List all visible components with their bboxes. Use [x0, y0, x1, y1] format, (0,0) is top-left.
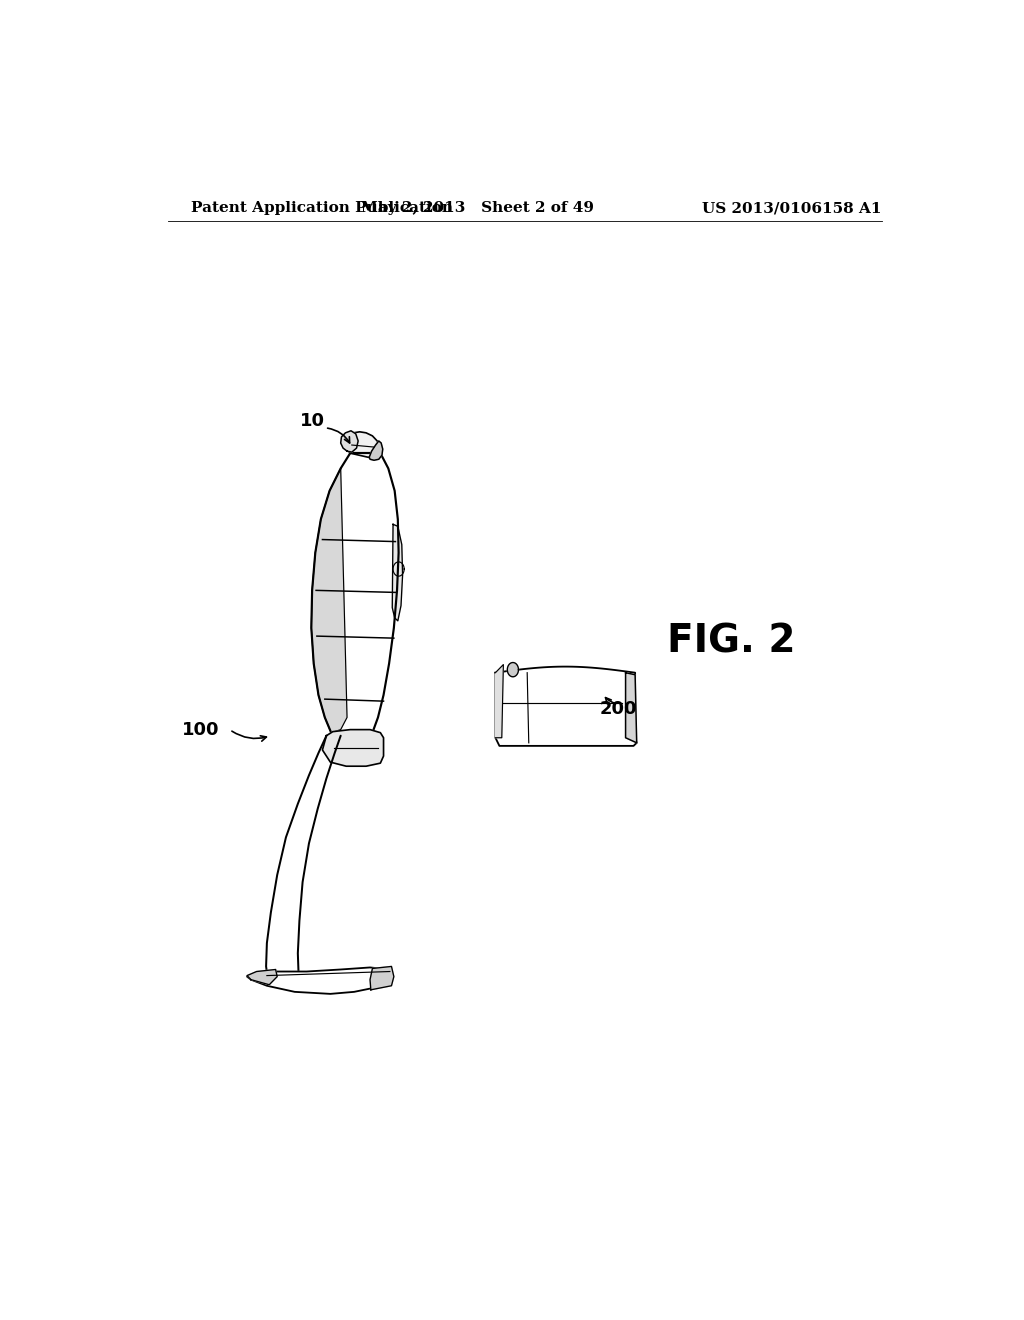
Text: 200: 200: [600, 701, 637, 718]
Polygon shape: [311, 469, 347, 733]
Polygon shape: [496, 667, 637, 746]
Polygon shape: [507, 663, 518, 677]
Polygon shape: [626, 673, 637, 743]
Polygon shape: [247, 968, 391, 994]
Text: 100: 100: [182, 721, 220, 739]
Text: May 2, 2013   Sheet 2 of 49: May 2, 2013 Sheet 2 of 49: [360, 201, 594, 215]
Text: Patent Application Publication: Patent Application Publication: [191, 201, 454, 215]
Text: US 2013/0106158 A1: US 2013/0106158 A1: [702, 201, 882, 215]
Text: 10: 10: [300, 412, 325, 429]
Polygon shape: [323, 730, 384, 766]
Polygon shape: [311, 453, 398, 733]
Text: FIG. 2: FIG. 2: [667, 622, 796, 660]
Polygon shape: [496, 664, 504, 738]
Polygon shape: [392, 524, 402, 620]
Polygon shape: [370, 441, 383, 461]
Polygon shape: [247, 969, 278, 985]
Polygon shape: [370, 966, 394, 990]
Polygon shape: [266, 735, 341, 991]
Polygon shape: [345, 432, 380, 458]
Polygon shape: [341, 430, 358, 453]
